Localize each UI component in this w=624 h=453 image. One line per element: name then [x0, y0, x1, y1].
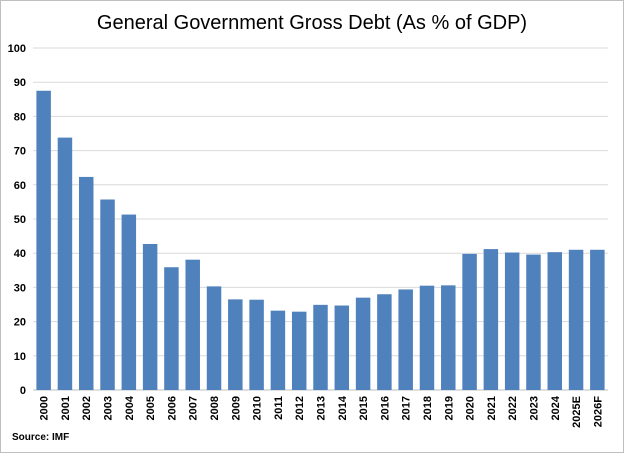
x-tick-label: 2012: [294, 396, 306, 420]
y-tick-label: 30: [14, 282, 26, 294]
bar: [355, 297, 371, 390]
bar: [526, 254, 541, 390]
bar: [547, 252, 562, 390]
bar: [249, 299, 264, 390]
x-tick-label: 2011: [273, 396, 285, 420]
x-tick-label: 2010: [252, 396, 264, 420]
x-tick-label: 2013: [316, 396, 328, 420]
x-tick-label: 2018: [422, 396, 434, 420]
y-tick-label: 70: [14, 146, 26, 158]
bar: [121, 214, 137, 390]
x-tick-label: 2001: [60, 396, 72, 420]
x-tick-label: 2022: [507, 396, 519, 420]
y-tick-label: 10: [14, 351, 26, 363]
x-tick-label: 2017: [401, 396, 413, 420]
bar: [441, 285, 456, 390]
x-tick-label: 2007: [188, 396, 200, 420]
bar: [206, 286, 222, 390]
x-tick-label: 2006: [166, 396, 178, 420]
bar: [185, 259, 200, 390]
bar: [270, 310, 286, 390]
x-tick-label: 2020: [465, 396, 477, 420]
source-note: Source: IMF: [12, 432, 70, 443]
y-tick-label: 100: [8, 43, 26, 55]
bar: [334, 305, 350, 390]
x-tick-label: 2003: [103, 396, 115, 420]
bar: [79, 176, 94, 390]
bar: [142, 243, 158, 390]
x-tick-label: 2002: [81, 396, 93, 420]
x-tick-label: 2008: [209, 396, 221, 420]
bar: [419, 285, 435, 390]
bar: [228, 299, 243, 390]
y-tick-label: 90: [14, 77, 26, 89]
bar: [164, 267, 179, 390]
x-tick-label: 2025E: [571, 396, 583, 428]
chart-title: General Government Gross Debt (As % of G…: [96, 12, 528, 34]
bar: [398, 289, 413, 390]
bar: [291, 311, 307, 390]
bar: [36, 90, 51, 390]
y-tick-label: 80: [14, 111, 26, 123]
bar: [504, 252, 520, 390]
bar: [313, 304, 328, 390]
x-tick-label: 2005: [145, 396, 157, 420]
y-tick-label: 50: [14, 214, 26, 226]
y-tick-label: 40: [14, 248, 26, 260]
x-tick-label: 2004: [124, 395, 136, 420]
x-tick-label: 2024: [550, 395, 562, 420]
y-tick-label: 20: [14, 317, 26, 329]
bar: [462, 253, 477, 390]
bar: [590, 249, 605, 390]
bar: [57, 137, 73, 390]
bar: [377, 294, 392, 390]
x-tick-label: 2009: [230, 396, 242, 420]
x-tick-label: 2021: [486, 396, 498, 420]
y-tick-label: 60: [14, 180, 26, 192]
x-tick-label: 2000: [39, 396, 51, 420]
x-tick-label: 2015: [358, 396, 370, 420]
x-tick-label: 2019: [443, 396, 455, 420]
bar: [483, 249, 499, 390]
y-tick-label: 0: [20, 385, 26, 397]
x-tick-label: 2016: [379, 396, 391, 420]
x-tick-label: 2023: [528, 396, 540, 420]
x-tick-label: 2014: [337, 395, 349, 420]
bar: [568, 249, 584, 390]
bar: [100, 199, 115, 390]
x-tick-label: 2026F: [592, 396, 604, 427]
